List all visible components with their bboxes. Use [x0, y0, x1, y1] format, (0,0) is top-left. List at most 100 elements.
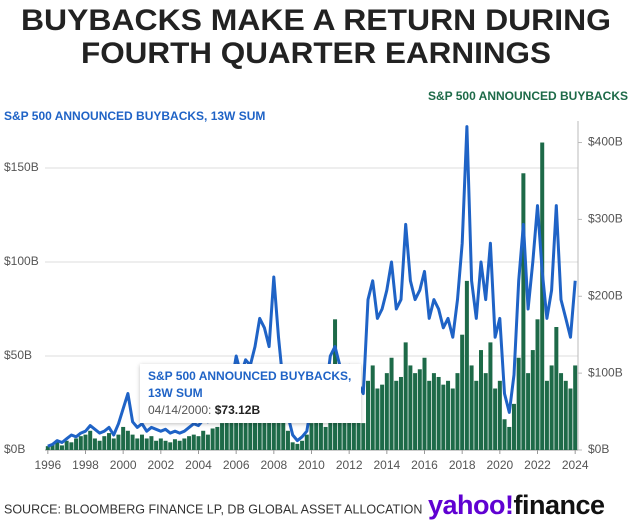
bar — [455, 373, 460, 450]
bar — [549, 365, 554, 450]
logo: yahoo!finance — [428, 490, 605, 520]
bar — [328, 403, 333, 450]
bar — [375, 388, 380, 450]
y2-tick-label: $0B — [588, 442, 609, 456]
bar — [563, 380, 568, 450]
legend-entry: S&P 500 ANNOUNCED BUYBACKS, 13W SUM — [4, 109, 265, 123]
bar — [380, 384, 385, 450]
bar — [121, 426, 126, 450]
bar — [309, 423, 314, 450]
bar — [224, 419, 229, 450]
bar — [431, 373, 436, 450]
bar — [559, 373, 564, 450]
tooltip-value: $73.12B — [214, 403, 261, 417]
x-tick-label: 2020 — [486, 458, 513, 472]
x-tick-label: 2018 — [449, 458, 476, 472]
bar — [300, 440, 305, 450]
y-tick-label: $0B — [4, 442, 25, 456]
bar — [243, 411, 248, 450]
bar — [139, 434, 144, 450]
bar — [526, 373, 531, 450]
y-tick-label: $50B — [4, 348, 32, 362]
bar — [304, 434, 309, 450]
bar — [191, 434, 196, 450]
bar — [276, 403, 281, 450]
bar — [507, 426, 512, 450]
bar — [248, 415, 253, 450]
bar — [107, 433, 112, 450]
bar — [177, 440, 182, 450]
bar — [135, 438, 140, 450]
bar — [464, 280, 469, 450]
bar — [568, 388, 573, 450]
x-tick-label: 1996 — [34, 458, 61, 472]
bar — [130, 434, 135, 450]
bar — [516, 357, 521, 450]
bar — [252, 403, 257, 450]
x-tick-label: 2000 — [110, 458, 137, 472]
bar — [314, 415, 319, 450]
bar — [436, 376, 441, 450]
bar — [342, 415, 347, 450]
bar — [479, 350, 484, 450]
x-tick-label: 2002 — [147, 458, 174, 472]
y2-tick-label: $100B — [588, 365, 623, 379]
bar — [102, 436, 107, 450]
bar — [488, 342, 493, 450]
y2-tick-label: $200B — [588, 288, 623, 302]
x-tick-label: 2022 — [524, 458, 551, 472]
bar — [450, 388, 455, 450]
bar — [182, 438, 187, 450]
x-tick-label: 1998 — [72, 458, 99, 472]
bar — [427, 380, 432, 450]
bar — [196, 436, 201, 450]
bar — [125, 430, 130, 450]
logo-part: yahoo! — [428, 490, 514, 520]
bar — [238, 419, 243, 450]
bar — [285, 430, 290, 450]
bar — [111, 438, 116, 450]
chart-title: BUYBACKS MAKE A RETURN DURING — [21, 4, 611, 37]
tooltip-body: 04/14/2000: $73.12B — [148, 402, 353, 419]
bar — [389, 357, 394, 450]
bar — [361, 423, 366, 450]
bar — [554, 327, 559, 450]
x-tick-label: 2008 — [260, 458, 287, 472]
bar — [511, 403, 516, 450]
bar — [168, 442, 173, 450]
x-tick-label: 2024 — [562, 458, 589, 472]
bar — [83, 434, 88, 450]
x-tick-label: 2012 — [336, 458, 363, 472]
tooltip-title: S&P 500 ANNOUNCED BUYBACKS, 13W SUM — [148, 369, 352, 400]
tooltip: S&P 500 ANNOUNCED BUYBACKS, 13W SUM 04/1… — [140, 364, 361, 423]
bar — [403, 342, 408, 450]
tooltip-date: 04/14/2000: — [148, 403, 212, 417]
bar — [92, 438, 97, 450]
bar — [497, 380, 502, 450]
x-tick-label: 2006 — [223, 458, 250, 472]
bar — [69, 442, 74, 450]
y-tick-label: $150B — [4, 160, 39, 174]
bar — [408, 365, 413, 450]
bar — [88, 430, 93, 450]
bar — [64, 440, 69, 450]
bar — [74, 438, 79, 450]
bar — [55, 442, 60, 450]
bar — [573, 365, 578, 450]
bar — [50, 443, 55, 450]
bar — [370, 365, 375, 450]
bar — [469, 365, 474, 450]
y2-tick-label: $400B — [588, 135, 623, 149]
bar — [394, 380, 399, 450]
bar — [398, 376, 403, 450]
bar — [521, 173, 526, 450]
bar — [502, 419, 507, 450]
bar — [366, 380, 371, 450]
bar — [413, 373, 418, 450]
bar — [460, 334, 465, 450]
bar — [229, 415, 234, 450]
bar — [356, 419, 361, 450]
bar — [474, 380, 479, 450]
